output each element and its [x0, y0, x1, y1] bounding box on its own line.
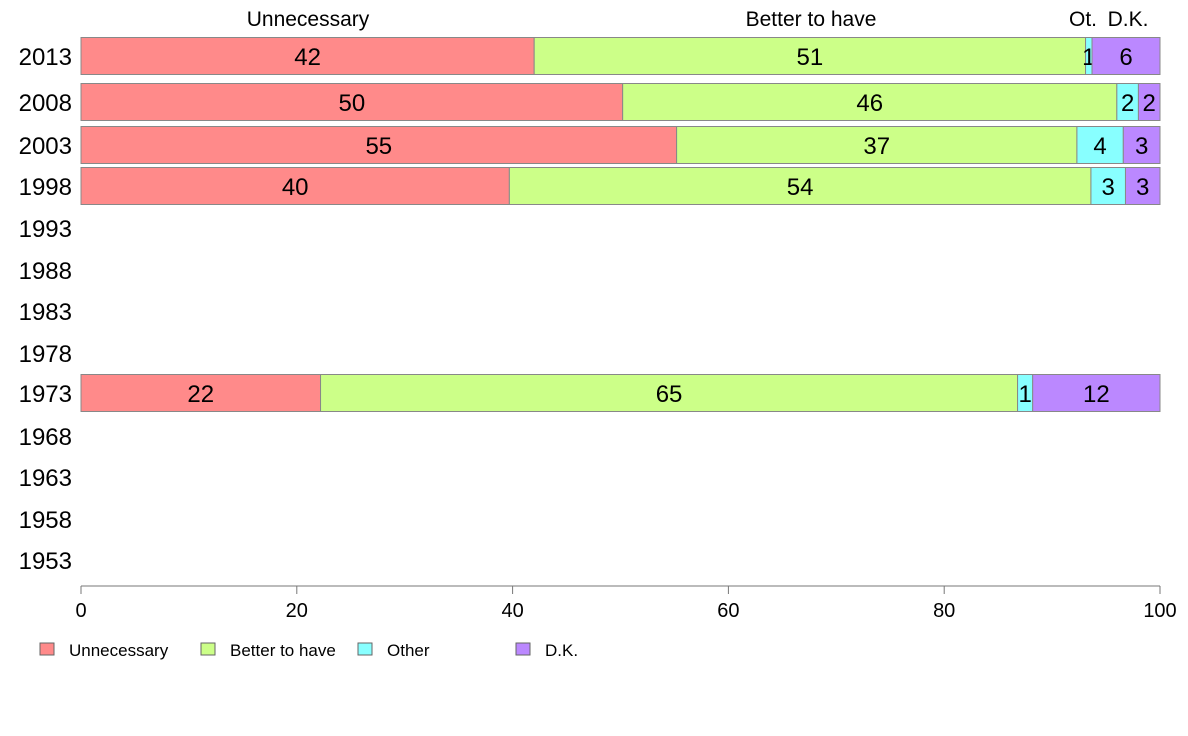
x-tick-label-20: 20: [286, 600, 308, 622]
x-tick-label-80: 80: [933, 600, 955, 622]
year-label-1973: 1973: [19, 381, 72, 408]
data-label-2008-0: 50: [338, 90, 365, 117]
data-label-2003-3: 3: [1135, 133, 1148, 160]
data-label-2008-1: 46: [856, 90, 883, 117]
legend-swatch-d-k-: [515, 642, 531, 656]
bar-segment-2013-d-k-[interactable]: [1091, 37, 1161, 75]
bar-segment-2008-unnecessary[interactable]: [80, 83, 624, 121]
data-label-1998-2: 3: [1102, 174, 1115, 201]
data-label-2013-0: 42: [294, 44, 321, 71]
year-label-1958: 1958: [19, 507, 72, 534]
year-label-1978: 1978: [19, 341, 72, 368]
data-label-2003-1: 37: [863, 133, 890, 160]
year-label-1998: 1998: [19, 174, 72, 201]
year-label-1963: 1963: [19, 465, 72, 492]
bar-segment-1973-d-k-[interactable]: [1032, 374, 1161, 412]
data-label-2013-1: 51: [797, 44, 824, 71]
legend-swatch-unnecessary: [39, 642, 55, 656]
top-label-0: Unnecessary: [247, 8, 370, 31]
year-label-1988: 1988: [19, 258, 72, 285]
bar-segment-2003-other[interactable]: [1076, 126, 1124, 164]
year-label-2013: 2013: [19, 44, 72, 71]
bar-segment-2013-better-to-have[interactable]: [533, 37, 1087, 75]
data-label-1973-1: 65: [656, 381, 683, 408]
data-label-1998-0: 40: [282, 174, 309, 201]
top-label-3: D.K.: [1108, 8, 1149, 31]
year-label-1993: 1993: [19, 216, 72, 243]
data-label-1973-2: 1: [1018, 381, 1031, 408]
data-label-1973-0: 22: [187, 381, 214, 408]
year-label-1983: 1983: [19, 299, 72, 326]
bar-segment-2008-better-to-have[interactable]: [622, 83, 1118, 121]
year-label-1953: 1953: [19, 548, 72, 575]
x-tick-label-60: 60: [717, 600, 739, 622]
data-label-1998-1: 54: [787, 174, 814, 201]
top-label-2: Ot.: [1069, 8, 1097, 31]
legend-label-unnecessary: Unnecessary: [69, 641, 169, 660]
bar-segment-1973-unnecessary[interactable]: [80, 374, 322, 412]
year-label-2008: 2008: [19, 90, 72, 117]
bar-segment-1998-d-k-[interactable]: [1124, 167, 1161, 205]
x-tick-label-0: 0: [75, 600, 86, 622]
bar-segment-1973-better-to-have[interactable]: [320, 374, 1019, 412]
bar-segment-1998-unnecessary[interactable]: [80, 167, 510, 205]
legend-swatch-better-to-have: [200, 642, 216, 656]
legend-swatch-other: [357, 642, 373, 656]
data-label-2003-0: 55: [365, 133, 392, 160]
bar-segment-1998-other[interactable]: [1090, 167, 1126, 205]
year-label-2003: 2003: [19, 133, 72, 160]
legend-label-better-to-have: Better to have: [230, 641, 336, 660]
data-label-2008-3: 2: [1143, 90, 1156, 117]
data-label-2008-2: 2: [1121, 90, 1134, 117]
top-label-1: Better to have: [746, 8, 877, 31]
data-label-2013-3: 6: [1119, 44, 1132, 71]
bar-segment-2003-d-k-[interactable]: [1122, 126, 1161, 164]
x-tick-label-40: 40: [501, 600, 523, 622]
bar-segment-2013-unnecessary[interactable]: [80, 37, 535, 75]
bar-segment-2003-unnecessary[interactable]: [80, 126, 678, 164]
legend-label-d-k-: D.K.: [545, 641, 578, 660]
data-label-1998-3: 3: [1136, 174, 1149, 201]
bar-segment-2008-d-k-[interactable]: [1137, 83, 1161, 121]
year-label-1968: 1968: [19, 424, 72, 451]
x-tick-label-100: 100: [1143, 600, 1176, 622]
data-label-2003-2: 4: [1093, 133, 1106, 160]
legend-label-other: Other: [387, 641, 430, 660]
data-label-1973-3: 12: [1083, 381, 1110, 408]
